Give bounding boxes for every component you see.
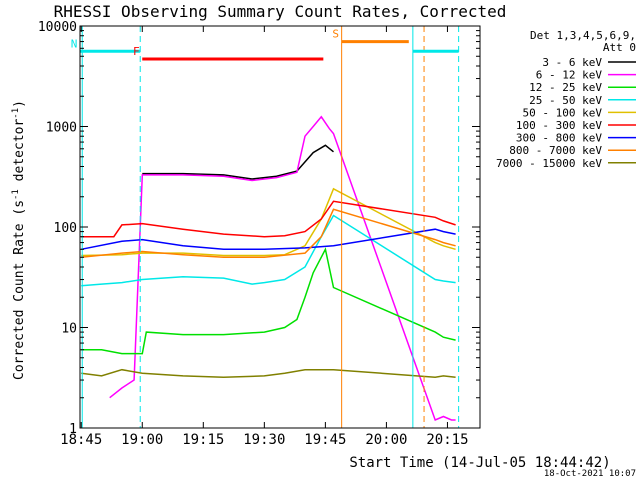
y-tick-label-1: 10 xyxy=(61,322,77,337)
legend-header-1: Att 0 xyxy=(603,41,636,54)
footer-date: 18-Oct-2021 10:07 xyxy=(544,469,636,479)
x-tick-label-1: 19:00 xyxy=(121,432,163,448)
x-tick-label-6: 20:15 xyxy=(426,432,468,448)
flag-label-1: F xyxy=(133,45,140,58)
legend-header-0: Det 1,3,4,5,6,9, xyxy=(530,29,636,42)
legend-label-5: 100 - 300 keV xyxy=(516,119,602,132)
y-tick-label-0: 1 xyxy=(69,422,77,437)
y-label-main: Corrected Count Rate (s xyxy=(12,200,27,380)
series-line-6 xyxy=(81,228,456,251)
series-line-0 xyxy=(142,144,334,180)
legend-label-2: 12 - 25 keV xyxy=(529,81,602,94)
y-label-sup2: -1 xyxy=(11,108,21,119)
series-line-7 xyxy=(81,208,456,259)
x-tick-label-5: 20:00 xyxy=(365,432,407,448)
series-line-2 xyxy=(81,247,456,355)
series-line-1 xyxy=(109,115,456,422)
legend-label-1: 6 - 12 keV xyxy=(536,69,603,82)
legend-label-4: 50 - 100 keV xyxy=(523,106,603,119)
legend-label-7: 800 - 7000 keV xyxy=(509,144,602,157)
legend-label-6: 300 - 800 keV xyxy=(516,132,602,145)
x-tick-label-3: 19:30 xyxy=(243,432,285,448)
legend-label-0: 3 - 6 keV xyxy=(542,56,602,69)
x-axis-label: Start Time (14-Jul-05 18:44:42) xyxy=(349,455,610,471)
legend-label-8: 7000 - 15000 keV xyxy=(496,157,602,170)
series-line-3 xyxy=(81,214,456,287)
x-tick-label-4: 19:45 xyxy=(304,432,346,448)
y-tick-label-4: 10000 xyxy=(38,20,77,35)
y-label-end: ) xyxy=(12,100,27,108)
y-tick-label-3: 1000 xyxy=(46,121,77,136)
x-tick-label-2: 19:15 xyxy=(182,432,224,448)
y-label-sup1: -1 xyxy=(11,189,21,200)
x-tick-label-0: 18:45 xyxy=(60,432,102,448)
flag-label-2: S xyxy=(332,28,339,41)
series-line-5 xyxy=(81,200,456,238)
y-label-mid: detector xyxy=(12,119,27,190)
legend-label-3: 25 - 50 keV xyxy=(529,94,602,107)
plot-area: N F S 18:45 19:00 19:15 19:30 19:45 20:00 20:15 1 1… xyxy=(38,20,481,448)
flag-label-0: N xyxy=(71,37,78,50)
series-line-4 xyxy=(81,187,456,257)
chart-title: RHESSI Observing Summary Count Rates, Co… xyxy=(54,2,507,21)
series-line-8 xyxy=(81,368,456,378)
y-axis-label: Corrected Count Rate (s-1 detector-1) xyxy=(11,100,27,380)
y-tick-label-2: 100 xyxy=(54,221,77,236)
